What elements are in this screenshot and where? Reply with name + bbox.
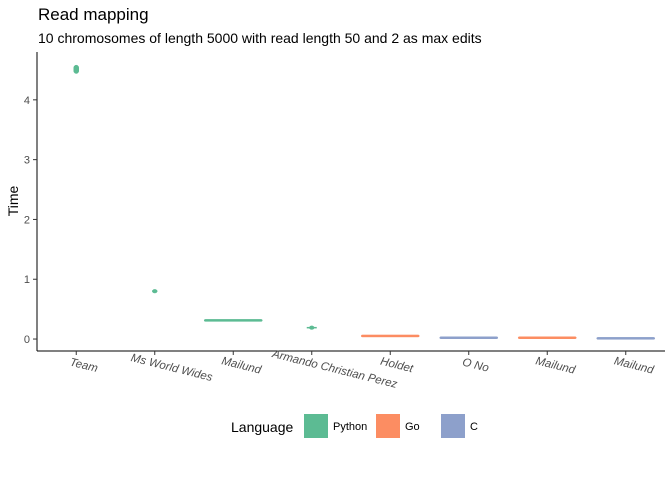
legend-label-python: Python	[333, 421, 367, 433]
violin-c	[439, 336, 499, 339]
violin-python	[306, 325, 317, 330]
violin-go	[517, 336, 577, 339]
x-tick-label: Mailund	[534, 355, 577, 377]
y-tick-label: 3	[24, 155, 30, 167]
x-tick-label: O No	[461, 357, 491, 375]
x-tick-label: Armando Christian Perez	[270, 348, 399, 391]
x-tick-label: Mailund	[613, 355, 656, 377]
violin-body	[203, 319, 263, 322]
y-tick-label: 2	[24, 214, 30, 226]
legend-key-go	[376, 414, 400, 438]
legend: Language Python Go C	[231, 414, 478, 438]
chart-title: Read mapping	[38, 5, 149, 24]
x-tick-label: Holdet	[379, 356, 415, 376]
x-tick-label: Ms World Wides	[130, 352, 214, 384]
violin-python	[203, 319, 263, 322]
violin-c	[596, 337, 656, 340]
legend-key-c	[441, 414, 465, 438]
y-tick-label: 0	[24, 334, 30, 346]
plot-area: 0 1 2 3 4 Team Ms World Wides Mailund Armando Ch…	[24, 52, 665, 391]
legend-title: Language	[231, 419, 294, 435]
violin-python	[73, 64, 79, 74]
legend-label-c: C	[470, 421, 478, 433]
violin-go	[360, 334, 420, 338]
legend-key-python	[304, 414, 328, 438]
chart-subtitle: 10 chromosomes of length 5000 with read …	[38, 30, 482, 46]
violin-body	[152, 289, 158, 294]
violin-body	[439, 336, 499, 339]
violin-body	[73, 64, 79, 74]
violin-body	[517, 336, 577, 339]
x-tick-label: Team	[69, 357, 100, 376]
x-tick-label: Mailund	[220, 355, 263, 377]
violin-python	[152, 289, 158, 294]
violin-body	[360, 334, 420, 338]
y-axis-title: Time	[5, 185, 21, 216]
y-tick-label: 4	[24, 95, 30, 107]
legend-label-go: Go	[405, 421, 420, 433]
violin-body	[596, 337, 656, 340]
y-tick-label: 1	[24, 274, 30, 286]
